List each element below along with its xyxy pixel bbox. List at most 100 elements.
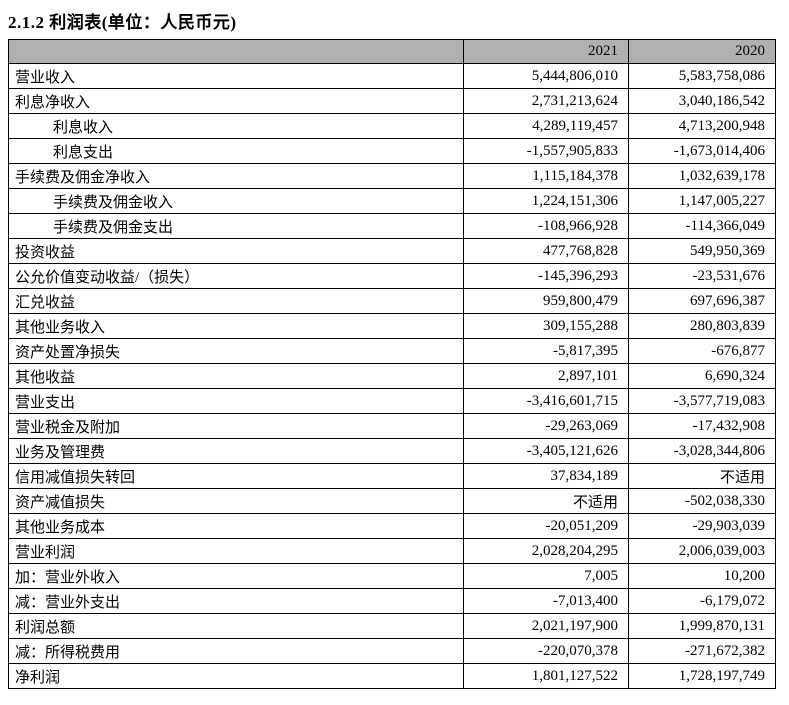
row-value-2021: 959,800,479 <box>463 288 629 314</box>
row-label: 公允价值变动收益/（损失） <box>8 263 464 289</box>
table-row: 营业税金及附加 -29,263,069 -17,432,908 <box>8 413 776 439</box>
row-label: 资产处置净损失 <box>8 338 464 364</box>
row-value-2021: -108,966,928 <box>463 213 629 239</box>
table-row: 信用减值损失转回 37,834,189 不适用 <box>8 463 776 489</box>
row-value-2020: -502,038,330 <box>628 488 776 514</box>
row-label: 利息收入 <box>8 113 464 139</box>
row-value-2021: 1,801,127,522 <box>463 663 629 689</box>
row-value-2021: 2,731,213,624 <box>463 88 629 114</box>
table-row: 资产减值损失 不适用 -502,038,330 <box>8 488 776 514</box>
row-value-2020: -3,577,719,083 <box>628 388 776 414</box>
row-label: 投资收益 <box>8 238 464 264</box>
table-header: 2021 2020 <box>8 39 776 64</box>
row-value-2020: 549,950,369 <box>628 238 776 264</box>
row-value-2020: 1,032,639,178 <box>628 163 776 189</box>
row-value-2021: 4,289,119,457 <box>463 113 629 139</box>
row-label: 其他收益 <box>8 363 464 389</box>
row-value-2021: 7,005 <box>463 563 629 589</box>
row-value-2020: 2,006,039,003 <box>628 538 776 564</box>
header-year-2021: 2021 <box>463 39 629 64</box>
row-value-2021: -20,051,209 <box>463 513 629 539</box>
row-label: 减：营业外支出 <box>8 588 464 614</box>
row-value-2020: 1,147,005,227 <box>628 188 776 214</box>
table-row: 手续费及佣金支出 -108,966,928 -114,366,049 <box>8 213 776 239</box>
income-statement-table: 2021 2020 营业收入 5,444,806,010 5,583,758,0… <box>8 39 776 689</box>
row-value-2020: -676,877 <box>628 338 776 364</box>
row-value-2021: -29,263,069 <box>463 413 629 439</box>
row-value-2020: 3,040,186,542 <box>628 88 776 114</box>
row-value-2020: 697,696,387 <box>628 288 776 314</box>
row-value-2021: 1,224,151,306 <box>463 188 629 214</box>
row-value-2021: -145,396,293 <box>463 263 629 289</box>
row-label: 营业收入 <box>8 63 464 89</box>
row-label: 手续费及佣金收入 <box>8 188 464 214</box>
table-row: 汇兑收益 959,800,479 697,696,387 <box>8 288 776 314</box>
row-value-2020: -6,179,072 <box>628 588 776 614</box>
row-value-2021: 309,155,288 <box>463 313 629 339</box>
row-value-2020: 10,200 <box>628 563 776 589</box>
row-value-2020: -114,366,049 <box>628 213 776 239</box>
row-value-2021: 37,834,189 <box>463 463 629 489</box>
row-value-2020: 4,713,200,948 <box>628 113 776 139</box>
row-value-2020: -29,903,039 <box>628 513 776 539</box>
row-label: 营业税金及附加 <box>8 413 464 439</box>
row-value-2021: 不适用 <box>463 488 629 514</box>
table-row: 净利润 1,801,127,522 1,728,197,749 <box>8 663 776 689</box>
row-value-2020: -271,672,382 <box>628 638 776 664</box>
row-label: 营业支出 <box>8 388 464 414</box>
row-value-2021: 2,028,204,295 <box>463 538 629 564</box>
table-row: 利息净收入 2,731,213,624 3,040,186,542 <box>8 88 776 114</box>
row-label: 汇兑收益 <box>8 288 464 314</box>
row-value-2021: -220,070,378 <box>463 638 629 664</box>
table-row: 营业利润 2,028,204,295 2,006,039,003 <box>8 538 776 564</box>
row-value-2021: 1,115,184,378 <box>463 163 629 189</box>
row-label: 手续费及佣金支出 <box>8 213 464 239</box>
table-row: 资产处置净损失 -5,817,395 -676,877 <box>8 338 776 364</box>
row-label: 信用减值损失转回 <box>8 463 464 489</box>
row-value-2020: -17,432,908 <box>628 413 776 439</box>
row-label: 减：所得税费用 <box>8 638 464 664</box>
row-value-2020: -23,531,676 <box>628 263 776 289</box>
table-row: 营业支出 -3,416,601,715 -3,577,719,083 <box>8 388 776 414</box>
row-label: 资产减值损失 <box>8 488 464 514</box>
row-value-2021: 2,897,101 <box>463 363 629 389</box>
row-label: 加：营业外收入 <box>8 563 464 589</box>
table-row: 其他收益 2,897,101 6,690,324 <box>8 363 776 389</box>
row-value-2021: -1,557,905,833 <box>463 138 629 164</box>
table-row: 减：营业外支出 -7,013,400 -6,179,072 <box>8 588 776 614</box>
row-label: 利润总额 <box>8 613 464 639</box>
table-row: 其他业务成本 -20,051,209 -29,903,039 <box>8 513 776 539</box>
table-row: 手续费及佣金收入 1,224,151,306 1,147,005,227 <box>8 188 776 214</box>
row-value-2021: 2,021,197,900 <box>463 613 629 639</box>
row-label: 其他业务收入 <box>8 313 464 339</box>
row-value-2020: 1,999,870,131 <box>628 613 776 639</box>
row-value-2020: 5,583,758,086 <box>628 63 776 89</box>
row-value-2020: 不适用 <box>628 463 776 489</box>
header-label-column <box>8 39 464 64</box>
table-row: 公允价值变动收益/（损失） -145,396,293 -23,531,676 <box>8 263 776 289</box>
table-row: 手续费及佣金净收入 1,115,184,378 1,032,639,178 <box>8 163 776 189</box>
table-row: 减：所得税费用 -220,070,378 -271,672,382 <box>8 638 776 664</box>
row-value-2020: 280,803,839 <box>628 313 776 339</box>
row-label: 利息净收入 <box>8 88 464 114</box>
section-title: 2.1.2 利润表(单位：人民币元) <box>8 13 237 32</box>
row-value-2020: 1,728,197,749 <box>628 663 776 689</box>
row-label: 业务及管理费 <box>8 438 464 464</box>
table-row: 业务及管理费 -3,405,121,626 -3,028,344,806 <box>8 438 776 464</box>
row-value-2020: -1,673,014,406 <box>628 138 776 164</box>
header-row: 2021 2020 <box>8 39 776 64</box>
table-row: 利息支出 -1,557,905,833 -1,673,014,406 <box>8 138 776 164</box>
row-value-2020: 6,690,324 <box>628 363 776 389</box>
row-value-2021: -5,817,395 <box>463 338 629 364</box>
row-value-2021: 5,444,806,010 <box>463 63 629 89</box>
table-row: 利息收入 4,289,119,457 4,713,200,948 <box>8 113 776 139</box>
table-row: 加：营业外收入 7,005 10,200 <box>8 563 776 589</box>
row-label: 净利润 <box>8 663 464 689</box>
table-row: 投资收益 477,768,828 549,950,369 <box>8 238 776 264</box>
row-value-2021: 477,768,828 <box>463 238 629 264</box>
row-label: 营业利润 <box>8 538 464 564</box>
header-year-2020: 2020 <box>628 39 776 64</box>
row-value-2021: -7,013,400 <box>463 588 629 614</box>
row-value-2020: -3,028,344,806 <box>628 438 776 464</box>
